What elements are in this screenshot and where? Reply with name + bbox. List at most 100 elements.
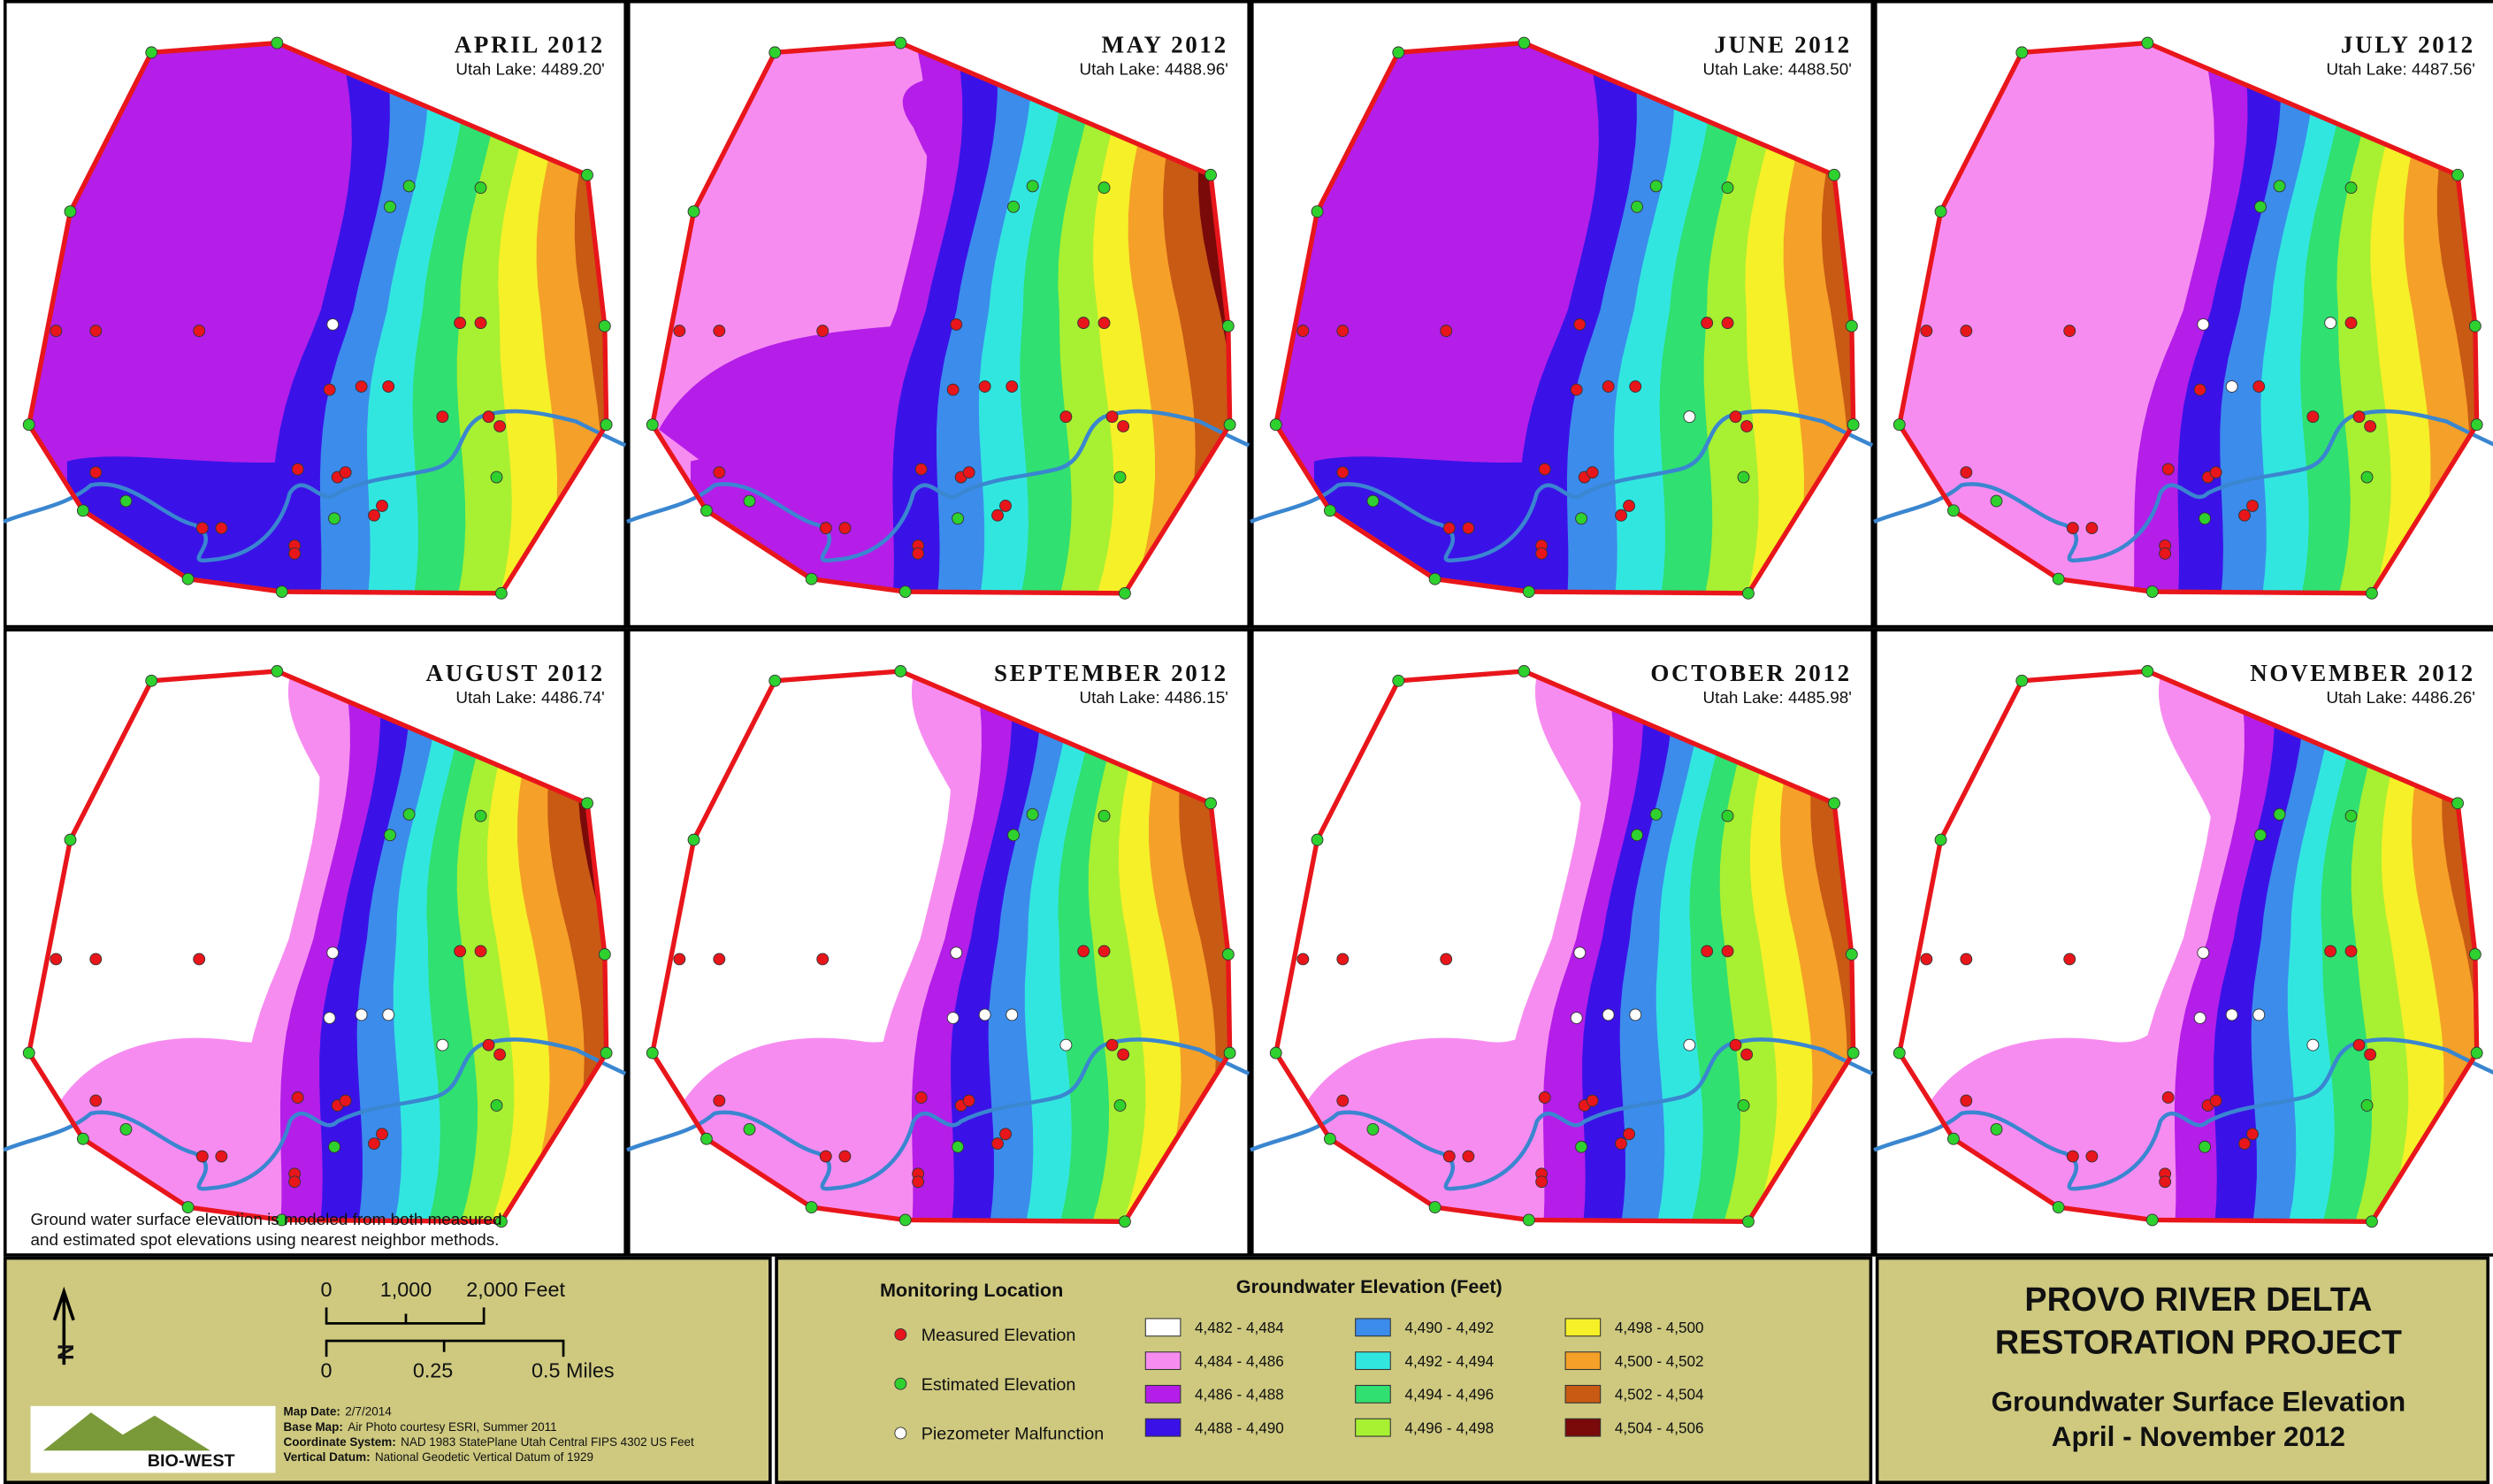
estimated-point — [1098, 182, 1110, 194]
malfunction-point — [2253, 1009, 2265, 1021]
estimated-point — [65, 834, 76, 845]
estimated-point — [1224, 419, 1235, 431]
malfunction-point — [356, 1009, 367, 1021]
measured-point — [90, 1095, 102, 1106]
estimated-point — [1270, 1047, 1281, 1059]
estimated-point — [385, 201, 396, 212]
measured-point — [1961, 325, 1972, 337]
lake-level: Utah Lake: 4488.96' — [1079, 61, 1227, 80]
estimated-point — [2274, 808, 2285, 820]
measured-point — [1337, 1095, 1349, 1106]
measured-point — [1587, 1095, 1598, 1106]
map-info-text: National Geodetic Vertical Datum of 1929 — [375, 1450, 593, 1464]
estimated-point — [1367, 1123, 1379, 1135]
estimated-point — [146, 675, 157, 686]
panel-title: NOVEMBER 2012 — [2250, 660, 2475, 686]
estimated-point — [2146, 1214, 2158, 1226]
estimated-point — [1119, 1216, 1130, 1228]
legend-swatch — [895, 1427, 906, 1439]
measured-point — [1730, 411, 1741, 423]
malfunction-point — [2325, 317, 2336, 329]
map-info: Base Map:Air Photo courtesy ESRI, Summer… — [284, 1420, 557, 1434]
measured-point — [90, 325, 102, 337]
estimated-point — [688, 834, 700, 845]
map-info-label: Map Date: — [284, 1405, 340, 1419]
measured-point — [817, 953, 829, 965]
estimated-point — [495, 587, 507, 599]
measured-point — [963, 467, 975, 478]
measured-point — [1741, 421, 1753, 432]
measured-point — [1961, 953, 1972, 965]
estimated-point — [2274, 180, 2285, 192]
north-label: N — [54, 1344, 79, 1360]
panel-title: JULY 2012 — [2341, 31, 2475, 57]
measured-point — [340, 1095, 351, 1106]
estimated-point — [1632, 201, 1643, 212]
estimated-point — [1270, 419, 1281, 431]
estimated-point — [2016, 675, 2028, 686]
estimated-point — [2471, 1047, 2482, 1059]
project-title: RESTORATION PROJECT — [1995, 1325, 2402, 1362]
estimated-point — [1312, 834, 1323, 845]
estimated-point — [1393, 675, 1404, 686]
legend-swatch — [1145, 1385, 1181, 1403]
measured-point — [2365, 1049, 2376, 1060]
measured-point — [1078, 317, 1090, 329]
malfunction-point — [2226, 381, 2237, 393]
measured-point — [1006, 381, 1018, 393]
panel-title: SEPTEMBER 2012 — [994, 660, 1228, 686]
estimated-point — [2366, 1216, 2377, 1228]
estimated-point — [329, 1141, 340, 1152]
estimated-point — [1935, 206, 1946, 218]
estimated-point — [600, 419, 612, 431]
measured-point — [1616, 1138, 1627, 1150]
estimated-point — [744, 1123, 755, 1135]
legend-swatch — [1145, 1352, 1181, 1370]
map-info-label: Base Map: — [284, 1420, 343, 1434]
measured-point — [292, 1091, 303, 1103]
estimated-point — [1829, 169, 1840, 180]
estimated-point — [491, 471, 502, 483]
estimated-point — [952, 513, 964, 524]
measured-point — [483, 1039, 494, 1051]
lake-level: Utah Lake: 4485.98' — [1702, 689, 1851, 708]
measured-point — [674, 953, 685, 965]
measured-point — [475, 317, 486, 329]
map-info-label: Coordinate System: — [284, 1435, 396, 1449]
estimated-point — [2146, 586, 2158, 598]
estimated-point — [952, 1141, 964, 1152]
estimated-point — [1722, 810, 1733, 822]
malfunction-point — [327, 318, 339, 330]
estimated-point — [688, 206, 700, 218]
estimated-point — [1947, 505, 1959, 516]
estimated-point — [769, 675, 781, 686]
estimated-point — [1393, 47, 1404, 58]
measured-point — [2307, 411, 2319, 423]
measured-point — [2162, 1091, 2174, 1103]
measured-point — [674, 325, 685, 337]
estimated-point — [1576, 513, 1587, 524]
estimated-point — [182, 573, 194, 585]
measured-point — [1630, 381, 1641, 393]
estimated-point — [1893, 419, 1905, 431]
estimated-point — [1098, 810, 1110, 822]
estimated-point — [77, 1133, 88, 1144]
estimated-point — [769, 47, 781, 58]
measured-point — [216, 523, 227, 534]
legend-label: 4,484 - 4,486 — [1195, 1353, 1284, 1370]
measured-point — [196, 523, 208, 534]
scale-label: 0.5 Miles — [531, 1359, 615, 1382]
measured-point — [2210, 467, 2222, 478]
estimated-point — [1312, 206, 1323, 218]
measured-point — [196, 1151, 208, 1162]
measured-point — [2345, 317, 2357, 329]
legend-label: 4,486 - 4,488 — [1195, 1387, 1284, 1404]
legend-label: Estimated Elevation — [921, 1375, 1076, 1395]
malfunction-point — [2307, 1039, 2319, 1051]
estimated-point — [2053, 573, 2064, 585]
map-info-label: Vertical Datum: — [284, 1450, 371, 1464]
measured-point — [1106, 1039, 1118, 1051]
legend-swatch — [1565, 1319, 1601, 1336]
legend-swatch — [1145, 1319, 1181, 1336]
measured-point — [2067, 1151, 2078, 1162]
